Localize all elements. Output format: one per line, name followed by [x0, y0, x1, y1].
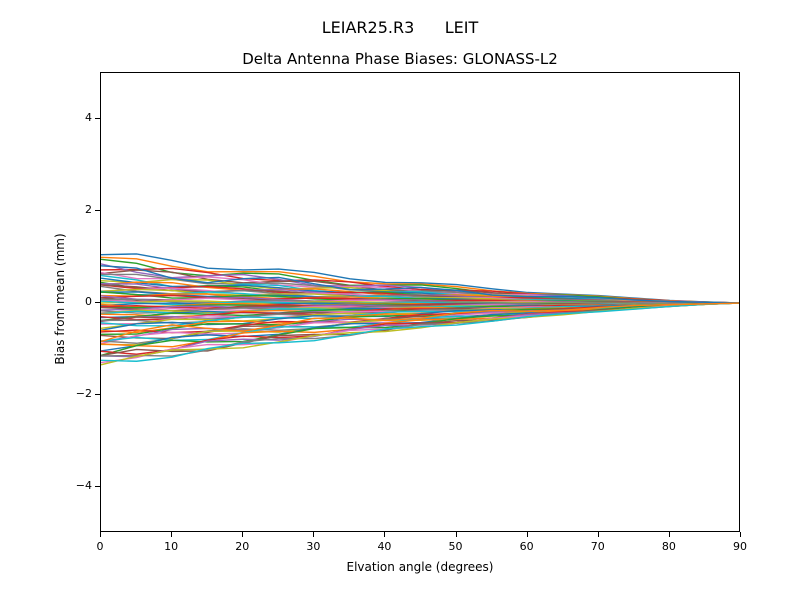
- y-axis-label: Bias from mean (mm): [53, 219, 67, 379]
- y-tick-label: −2: [66, 387, 92, 400]
- x-tick-mark: [171, 532, 172, 537]
- y-tick-label: 0: [66, 295, 92, 308]
- y-tick-label: −4: [66, 479, 92, 492]
- x-tick-label: 30: [303, 540, 323, 553]
- y-tick-label: 4: [66, 111, 92, 124]
- x-tick-mark: [598, 532, 599, 537]
- x-tick-mark: [527, 532, 528, 537]
- x-tick-mark: [384, 532, 385, 537]
- x-tick-mark: [669, 532, 670, 537]
- x-tick-label: 20: [232, 540, 252, 553]
- x-tick-label: 60: [517, 540, 537, 553]
- y-tick-mark: [95, 486, 100, 487]
- x-tick-mark: [740, 532, 741, 537]
- x-tick-label: 90: [730, 540, 750, 553]
- y-tick-mark: [95, 118, 100, 119]
- line-series: [101, 73, 740, 532]
- x-tick-label: 40: [374, 540, 394, 553]
- x-tick-label: 0: [90, 540, 110, 553]
- y-tick-label: 2: [66, 203, 92, 216]
- x-tick-label: 80: [659, 540, 679, 553]
- y-tick-mark: [95, 302, 100, 303]
- x-tick-label: 70: [588, 540, 608, 553]
- x-axis-label: Elvation angle (degrees): [100, 560, 740, 574]
- figure: LEIAR25.R3 LEIT Delta Antenna Phase Bias…: [0, 0, 800, 600]
- x-tick-label: 50: [446, 540, 466, 553]
- x-tick-label: 10: [161, 540, 181, 553]
- y-tick-mark: [95, 210, 100, 211]
- figure-suptitle: LEIAR25.R3 LEIT: [0, 18, 800, 37]
- x-tick-mark: [242, 532, 243, 537]
- chart-title: Delta Antenna Phase Biases: GLONASS-L2: [0, 50, 800, 68]
- x-tick-mark: [456, 532, 457, 537]
- x-tick-mark: [100, 532, 101, 537]
- plot-area: [100, 72, 740, 532]
- y-tick-mark: [95, 394, 100, 395]
- x-tick-mark: [313, 532, 314, 537]
